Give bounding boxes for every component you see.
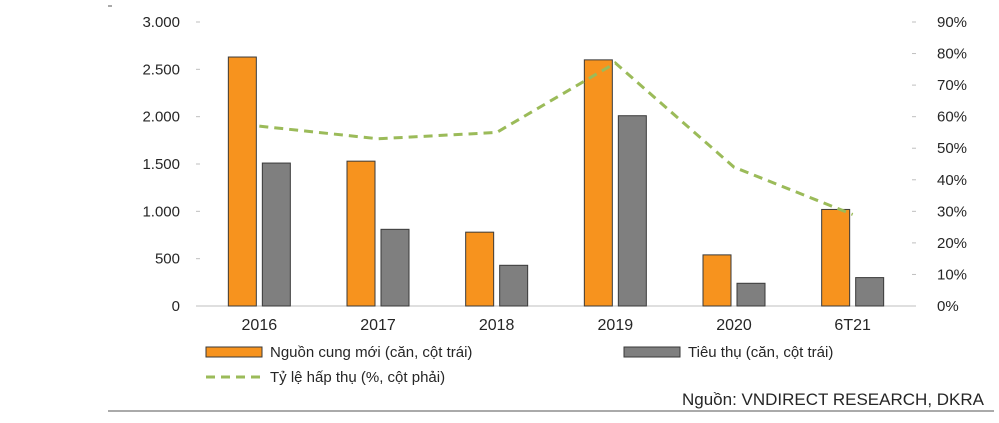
left-axis-ticks: 0 500 1.000 1.500 2.000 2.500 3.000 (142, 14, 200, 315)
category-labels: 2016 2017 2018 2019 2020 6T21 (242, 317, 871, 334)
bar-new-supply (702, 254, 732, 307)
category-label: 2017 (360, 317, 396, 334)
bar-consumption (617, 115, 647, 307)
right-axis-ticks: 0% 10% 20% 30% 40% 50% 60% 70% 80% 90% (912, 14, 967, 315)
category-label: 2020 (716, 317, 752, 334)
bar-new-supply (346, 160, 376, 307)
category-label: 2016 (242, 317, 278, 334)
right-tick-label: 50% (937, 140, 967, 157)
source-note: Nguồn: VNDIRECT RESEARCH, DKRA (682, 390, 985, 409)
absorption-line (259, 61, 854, 216)
bar-new-supply (821, 208, 851, 307)
bar-new-supply (227, 56, 257, 307)
bar-consumption (261, 162, 291, 307)
right-tick-label: 10% (937, 266, 967, 283)
category-label: 2018 (479, 317, 515, 334)
left-tick-label: 500 (155, 251, 180, 268)
bar-consumption (855, 277, 885, 307)
right-tick-label: 40% (937, 172, 967, 189)
right-tick-label: 90% (937, 14, 967, 31)
right-tick-label: 80% (937, 46, 967, 63)
category-label: 6T21 (834, 317, 871, 334)
bar-consumption (380, 228, 410, 307)
bar-consumption (499, 264, 529, 307)
right-tick-label: 70% (937, 77, 967, 94)
bar-consumption (736, 282, 766, 307)
right-tick-label: 30% (937, 203, 967, 220)
left-tick-label: 2.000 (142, 109, 180, 126)
legend-swatch-new-supply (205, 346, 263, 358)
bar-new-supply (583, 59, 613, 307)
right-tick-label: 20% (937, 235, 967, 252)
absorption-rate-line (259, 61, 854, 216)
left-tick-label: 1.000 (142, 203, 180, 220)
left-tick-label: 1.500 (142, 156, 180, 173)
legend-label: Tiêu thụ (căn, cột trái) (688, 344, 833, 361)
legend-label: Tỷ lệ hấp thụ (%, cột phải) (270, 369, 445, 386)
category-label: 2019 (598, 317, 634, 334)
left-tick-label: 3.000 (142, 14, 180, 31)
left-tick-label: 0 (172, 298, 180, 315)
right-tick-label: 60% (937, 109, 967, 126)
bars (227, 56, 885, 307)
left-tick-label: 2.500 (142, 61, 180, 78)
legend: Nguồn cung mới (căn, cột trái) Tiêu thụ (… (205, 344, 833, 386)
right-tick-label: 0% (937, 298, 959, 315)
bar-new-supply (465, 231, 495, 307)
legend-swatch-consumption (623, 346, 681, 358)
legend-label: Nguồn cung mới (căn, cột trái) (270, 344, 472, 361)
